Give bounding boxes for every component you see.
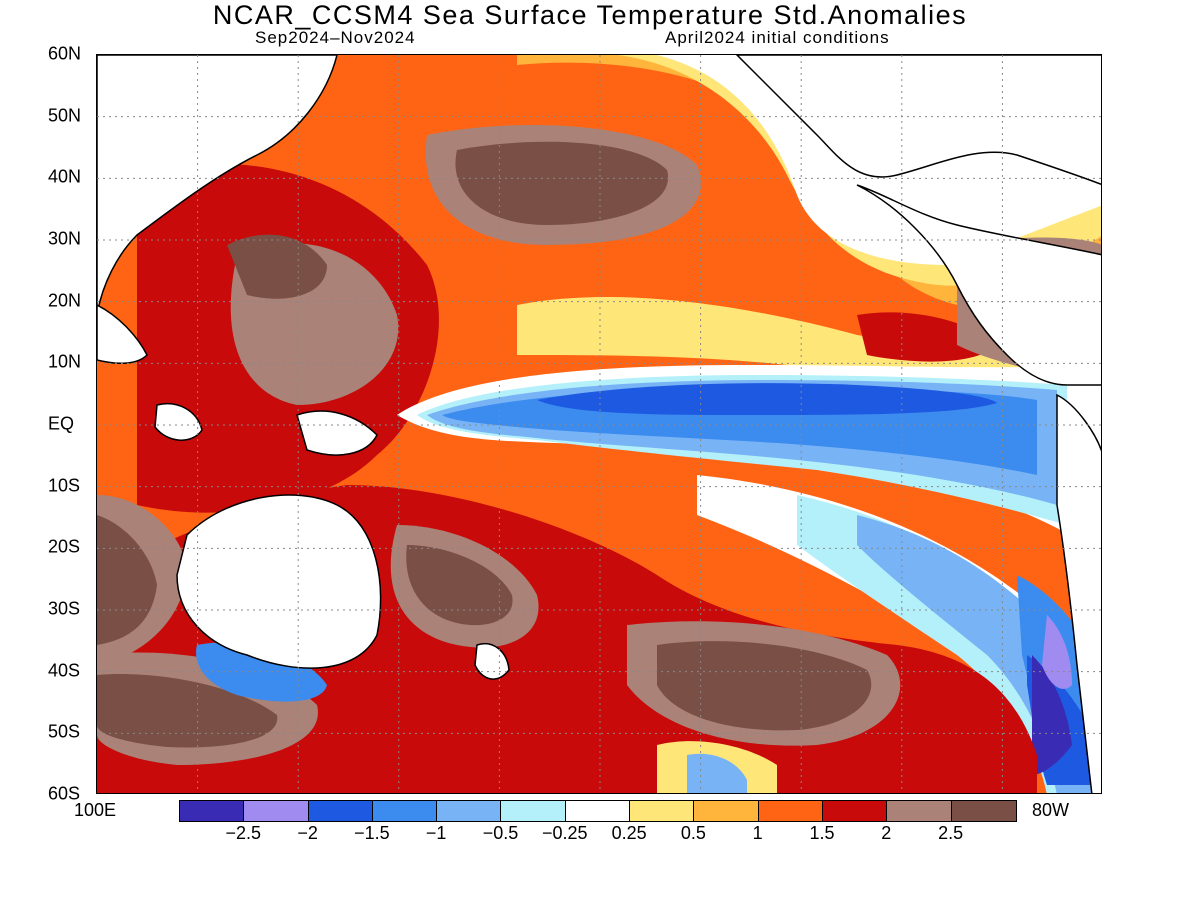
colorbar-tick-label: 1: [752, 823, 763, 843]
initial-conditions-subtitle: April2024 initial conditions: [665, 28, 890, 47]
colorbar-tick-label: 2.5: [938, 823, 964, 843]
lat-label: 50N: [48, 105, 82, 126]
colorbar-swatch: [758, 801, 823, 821]
subtropical-weak-band: [517, 296, 1101, 390]
lat-label: 30N: [48, 228, 82, 249]
lat-label: 40N: [48, 166, 82, 187]
colorbar-tick-label: 2: [881, 823, 892, 843]
lat-label: 40S: [48, 660, 81, 681]
colorbar-tick-label: −1.5: [354, 823, 390, 843]
southeast-pacific-slight-cold: [797, 495, 1101, 793]
south-central-pacific-peak-anomaly: [657, 641, 872, 731]
southeast-pacific-neutral: [697, 475, 1101, 793]
lat-label: 60S: [48, 783, 81, 804]
colorbar-tick-label: −2.5: [225, 823, 262, 843]
great-australian-bight-cold: [196, 642, 327, 702]
lat-label: EQ: [48, 413, 75, 434]
colorbar-tick-label: −0.5: [482, 823, 519, 843]
colorbar-tick-label: −0.25: [542, 823, 588, 843]
lat-label: 60N: [48, 43, 82, 64]
new-guinea-landmass: [296, 410, 378, 456]
indochina-landmass: [97, 304, 148, 365]
south-america-landmass: [1056, 393, 1101, 793]
sst-anomaly-map: [96, 54, 1102, 794]
map-canvas: [97, 55, 1101, 793]
colorbar: [179, 800, 1017, 822]
colorbar-swatch: [822, 801, 888, 821]
mexico-central-america-landmass: [856, 184, 1101, 386]
colorbar-swatch: [308, 801, 373, 821]
north-america-landmass: [735, 55, 1101, 186]
chile-coast-extreme-cold: [1032, 655, 1072, 775]
colorbar-tick-label: −2: [297, 823, 318, 843]
southern-cold-patch: [687, 753, 747, 793]
chile-coast-very-cold: [1042, 615, 1072, 689]
lat-label: 50S: [48, 721, 81, 742]
colorbar-swatch: [887, 801, 952, 821]
east-pacific-warm-patch: [857, 312, 997, 362]
lon-label-right: 80W: [1032, 800, 1070, 820]
chart-title: NCAR_CCSM4 Sea Surface Temperature Std.A…: [212, 0, 968, 30]
borneo-landmass: [154, 403, 203, 441]
colorbar-swatch: [437, 801, 502, 821]
australia-landmass: [176, 494, 382, 669]
lat-label: 30S: [48, 598, 81, 619]
colorbar-tick-label: 0.5: [680, 823, 706, 843]
lat-label: 20S: [48, 536, 81, 557]
lat-label: 10S: [48, 475, 81, 496]
colorbar-swatch: [565, 801, 631, 821]
colorbar-tick-label: 0.25: [611, 823, 647, 843]
equatorial-core-cold: [537, 383, 997, 415]
season-subtitle: Sep2024–Nov2024: [255, 28, 416, 47]
colorbar-swatch: [244, 801, 309, 821]
japan-peak-anomaly: [227, 234, 327, 299]
colorbar-tick-label: −1: [425, 823, 447, 843]
new-zealand-landmass: [474, 643, 510, 680]
south-pacific-peak-anomaly: [406, 545, 513, 626]
colorbar-tick-label: 1.5: [809, 823, 835, 843]
lat-label: 20N: [48, 290, 82, 311]
colorbar-swatch: [501, 801, 566, 821]
colorbar-swatch: [180, 801, 245, 821]
colorbar-swatch: [694, 801, 759, 821]
lat-label: 10N: [48, 351, 82, 372]
lon-label-left: 100E: [74, 800, 117, 820]
asia-landmass: [97, 55, 338, 316]
colorbar-swatch: [372, 801, 438, 821]
indian-ocean-peak-anomaly: [97, 515, 157, 645]
colorbar-swatch: [951, 801, 1016, 821]
north-pacific-peak-anomaly: [455, 141, 669, 225]
colorbar-swatch: [630, 801, 695, 821]
